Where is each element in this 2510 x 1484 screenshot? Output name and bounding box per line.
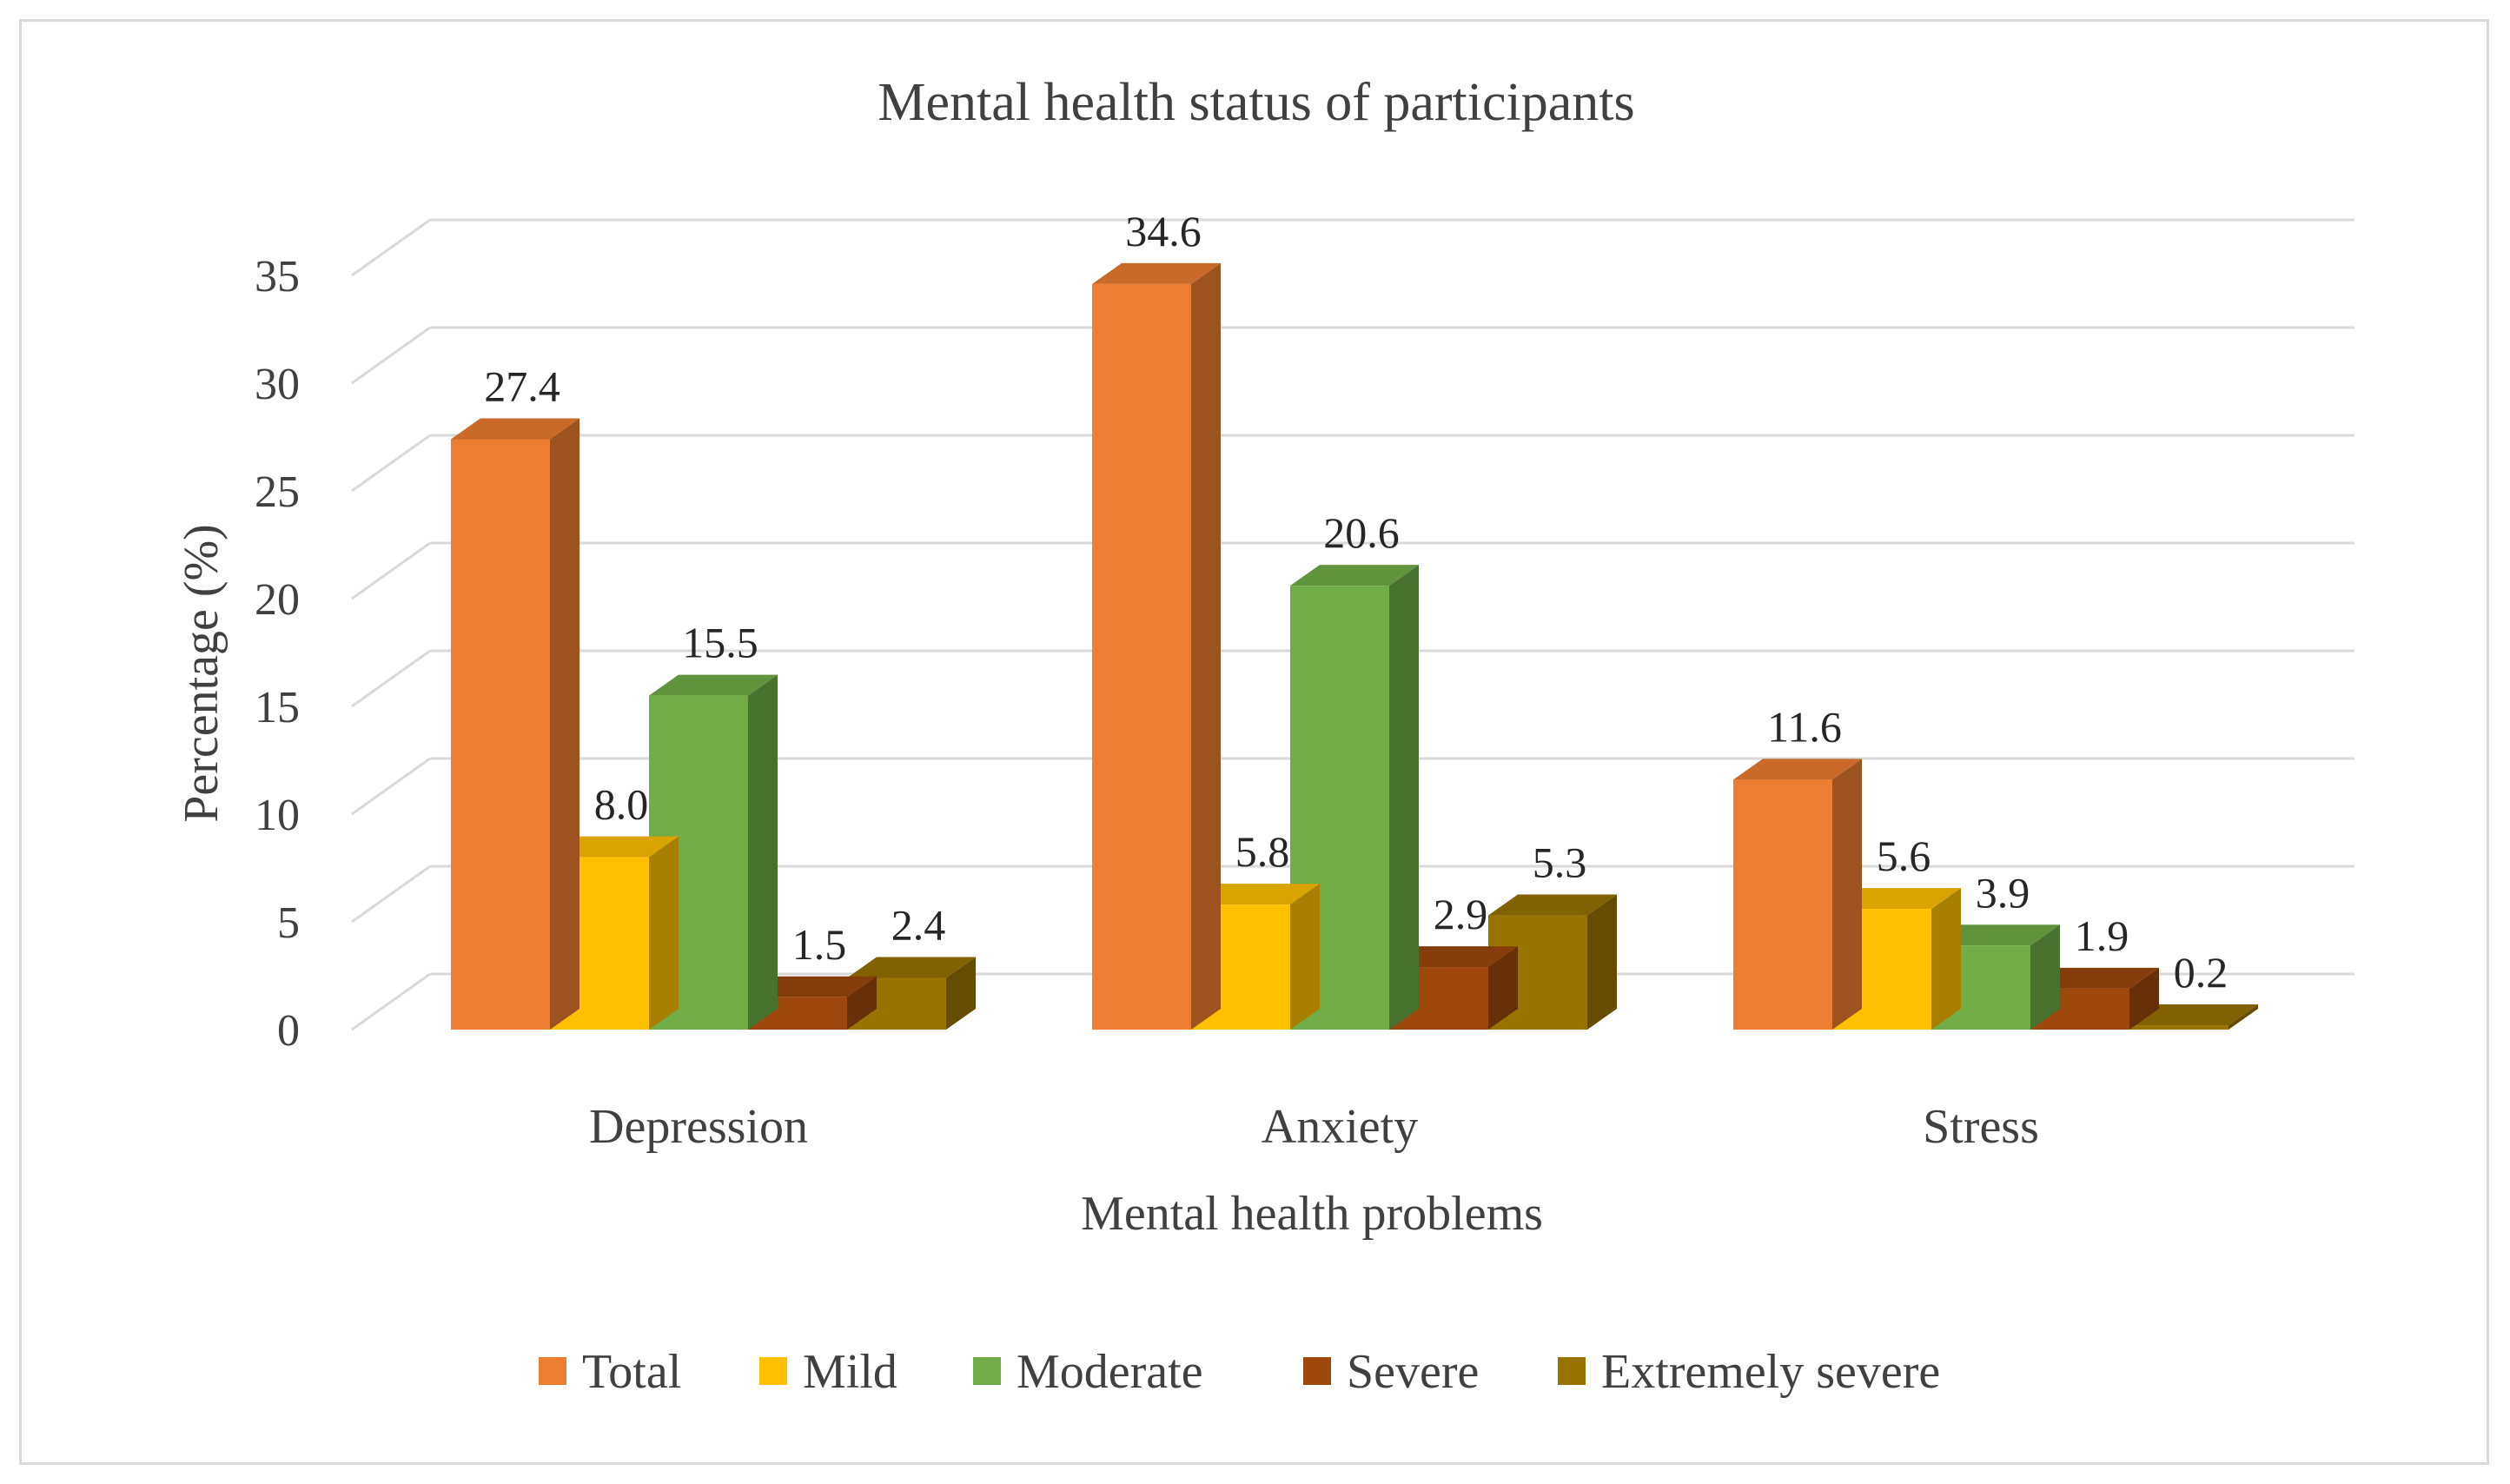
legend-label: Extremely severe bbox=[1601, 1345, 1940, 1399]
bar-top-face bbox=[1092, 262, 1221, 284]
y-tick-label: 25 bbox=[255, 467, 300, 517]
gridline-diagonal bbox=[351, 434, 431, 493]
bar-front-face bbox=[1733, 779, 1832, 1030]
bar-top-face bbox=[748, 976, 877, 997]
bar-front-face bbox=[1092, 283, 1191, 1030]
bar-side-face bbox=[1290, 884, 1320, 1030]
bar-top-face bbox=[1389, 946, 1518, 968]
bar-side-face bbox=[649, 836, 679, 1030]
y-tick-label: 35 bbox=[255, 252, 300, 301]
data-label: 20.6 bbox=[1323, 508, 1400, 557]
bar-side-face bbox=[550, 418, 579, 1030]
data-label: 5.6 bbox=[1877, 831, 1931, 880]
data-label: 3.9 bbox=[1976, 868, 2030, 917]
y-tick-label: 15 bbox=[255, 683, 300, 732]
bar-top-face bbox=[649, 674, 778, 696]
legend-swatch bbox=[1303, 1357, 1331, 1385]
bar-top-face bbox=[550, 836, 679, 858]
gridline-diagonal bbox=[351, 218, 431, 277]
bar-side-face bbox=[1832, 759, 1862, 1030]
data-label: 0.2 bbox=[2174, 948, 2229, 997]
bar-side-face bbox=[2030, 924, 2060, 1030]
data-label: 11.6 bbox=[1767, 702, 1842, 751]
bar-side-face bbox=[847, 976, 877, 1030]
bar-top-face bbox=[451, 418, 579, 440]
legend-swatch bbox=[539, 1357, 566, 1385]
gridline-diagonal bbox=[351, 972, 431, 1031]
legend-item: Total bbox=[539, 1345, 681, 1399]
legend-item: Mild bbox=[759, 1345, 897, 1399]
data-label: 5.8 bbox=[1235, 827, 1290, 876]
legend-label: Moderate bbox=[1017, 1345, 1203, 1399]
gridline-diagonal bbox=[351, 326, 431, 385]
category-label: Stress bbox=[1923, 1100, 2039, 1154]
bar-side-face bbox=[1587, 894, 1617, 1030]
legend-swatch bbox=[973, 1357, 1001, 1385]
y-tick-label: 20 bbox=[255, 575, 300, 625]
data-labels: 2.4 1.5 15.5 8.0 27.4 5.3 2.9 20.6 5.8 34.6 0.2 1.9… bbox=[484, 207, 2228, 997]
bar-front-face bbox=[451, 439, 550, 1030]
bar-side-face bbox=[946, 957, 976, 1030]
data-label: 1.9 bbox=[2075, 911, 2129, 960]
y-tick-label: 10 bbox=[255, 791, 300, 840]
y-tick-label: 30 bbox=[255, 360, 300, 409]
bar-side-face bbox=[1191, 262, 1221, 1030]
chart-title: Mental health status of participants bbox=[878, 73, 1634, 132]
y-tick-label: 0 bbox=[277, 1006, 300, 1056]
bar-extremely-severe-stress bbox=[2129, 1004, 2258, 1030]
bar-top-face bbox=[1290, 565, 1419, 586]
y-axis-title: Percentage (%) bbox=[175, 524, 228, 823]
x-axis-categories: Depression Anxiety Stress bbox=[589, 1100, 2039, 1154]
legend-label: Severe bbox=[1347, 1345, 1479, 1399]
legend-label: Mild bbox=[803, 1345, 897, 1399]
legend-item: Extremely severe bbox=[1558, 1345, 1940, 1399]
bar-top-face bbox=[847, 957, 976, 978]
bar-side-face bbox=[1389, 565, 1419, 1030]
bar-top-face bbox=[1488, 894, 1617, 916]
y-axis-ticks: 0 5 10 15 20 25 30 35 bbox=[255, 252, 300, 1056]
chart-frame bbox=[19, 19, 2489, 1465]
bar-top-face bbox=[1733, 759, 1862, 780]
bar-total-stress bbox=[1733, 759, 1862, 1030]
legend-swatch bbox=[1558, 1357, 1586, 1385]
bar-top-face bbox=[1832, 888, 1961, 910]
data-label: 1.5 bbox=[792, 920, 847, 969]
legend-swatch bbox=[759, 1357, 787, 1385]
bar-side-face bbox=[1488, 946, 1518, 1030]
gridline-diagonal bbox=[351, 757, 431, 816]
bar-top-face bbox=[1931, 924, 2060, 946]
bar-side-face bbox=[748, 674, 778, 1030]
legend-item: Moderate bbox=[973, 1345, 1203, 1399]
data-label: 34.6 bbox=[1125, 207, 1202, 255]
data-label: 15.5 bbox=[682, 619, 758, 667]
legend-label: Total bbox=[582, 1345, 681, 1399]
bar-front-face bbox=[2129, 1025, 2229, 1030]
category-label: Anxiety bbox=[1262, 1100, 1418, 1154]
bar-top-face bbox=[2030, 967, 2159, 989]
bar-total-anxiety bbox=[1092, 262, 1221, 1030]
data-label: 27.4 bbox=[484, 361, 560, 410]
bars bbox=[451, 262, 2258, 1030]
bar-side-face bbox=[2129, 967, 2159, 1030]
bar-total-depression bbox=[451, 418, 579, 1030]
bar-top-face bbox=[1191, 884, 1320, 905]
gridline-diagonal bbox=[351, 541, 431, 600]
legend-item: Severe bbox=[1303, 1345, 1479, 1399]
category-label: Depression bbox=[589, 1100, 808, 1154]
bar-side-face bbox=[2229, 1004, 2258, 1030]
x-axis-title: Mental health problems bbox=[1081, 1187, 1543, 1241]
gridline-diagonal bbox=[351, 865, 431, 924]
data-label: 2.4 bbox=[891, 900, 946, 949]
data-label: 5.3 bbox=[1533, 838, 1587, 887]
bar-side-face bbox=[1931, 888, 1961, 1030]
data-label: 8.0 bbox=[594, 780, 649, 829]
bar-top-face bbox=[2129, 1004, 2258, 1026]
y-tick-label: 5 bbox=[277, 898, 300, 948]
gridline-diagonal bbox=[351, 649, 431, 708]
data-label: 2.9 bbox=[1434, 890, 1488, 938]
legend: Total Mild Moderate Severe Extremely severe bbox=[539, 1345, 1940, 1399]
